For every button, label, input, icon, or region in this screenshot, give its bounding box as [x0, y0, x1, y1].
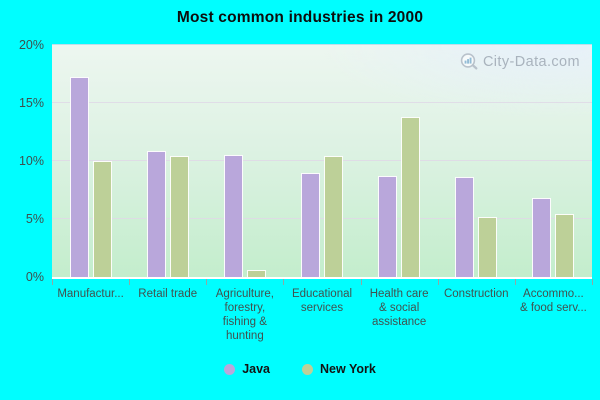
bar-new-york-0 [92, 161, 112, 277]
x-category-label-5: Construction [443, 288, 509, 300]
x-category-label-1: Retail trade [138, 288, 198, 300]
plot-area: City-Data.com [52, 44, 592, 279]
bar-group-6 [515, 45, 592, 277]
gridline-15 [52, 102, 592, 103]
bar-java-2 [223, 155, 243, 277]
y-tick-label-10: 10% [18, 154, 44, 168]
legend-item-java: Java [224, 362, 270, 376]
x-category-label-3: Educational services [291, 288, 353, 314]
bar-group-4 [361, 45, 438, 277]
x-axis-tick-3 [283, 279, 285, 285]
x-category-label-0: Manufactur... [57, 288, 124, 300]
bar-new-york-4 [401, 116, 421, 277]
bar-group-5 [438, 45, 515, 277]
bar-group-3 [283, 45, 360, 277]
bar-new-york-3 [323, 156, 343, 277]
watermark: City-Data.com [459, 52, 580, 72]
x-axis-tick-7 [592, 279, 593, 285]
y-tick-label-15: 15% [18, 96, 44, 110]
legend-item-new-york: New York [302, 362, 376, 376]
bar-new-york-6 [555, 214, 575, 277]
gridline-10 [52, 160, 592, 161]
gridline-5 [52, 218, 592, 219]
chart-title: Most common industries in 2000 [176, 9, 424, 26]
x-axis-tick-4 [360, 279, 362, 285]
x-axis-tick-5 [437, 279, 439, 285]
x-axis-tick-2 [206, 279, 208, 285]
bar-java-6 [532, 198, 552, 277]
bar-java-0 [69, 77, 89, 277]
legend: Java New York [0, 362, 600, 376]
y-tick-label-0: 0% [25, 270, 44, 284]
x-category-label-2: Agriculture, forestry, fishing & hunting [215, 288, 274, 342]
java-legend-marker [224, 363, 236, 375]
watermark-text: City-Data.com [482, 54, 580, 70]
bar-new-york-2 [246, 270, 266, 277]
x-category-label-4: Health care & social assistance [369, 288, 429, 328]
y-tick-label-20: 20% [18, 38, 44, 52]
bar-java-5 [455, 177, 475, 277]
city-data-logo-icon [460, 53, 478, 70]
y-tick-label-5: 5% [25, 212, 44, 226]
gridline-20 [52, 44, 592, 45]
bar-new-york-5 [478, 216, 498, 277]
bar-java-4 [378, 176, 398, 277]
bar-group-0 [52, 45, 129, 277]
java-legend-label: Java [242, 362, 270, 376]
x-axis-tick-6 [514, 279, 516, 285]
bar-java-3 [300, 172, 320, 277]
bar-groups [52, 45, 592, 277]
new-york-legend-marker [302, 363, 313, 375]
bar-java-1 [146, 150, 166, 277]
bar-new-york-1 [169, 156, 189, 277]
bar-group-1 [129, 45, 206, 277]
x-axis-labels: Manufactur... Retail trade Agriculture, fo… [52, 287, 592, 343]
x-axis-tick-1 [129, 279, 131, 285]
x-category-label-6: Accommo... & food serv... [519, 288, 587, 314]
bar-group-2 [206, 45, 283, 277]
new-york-legend-label: New York [320, 362, 376, 376]
x-axis-tick-0 [52, 279, 53, 285]
